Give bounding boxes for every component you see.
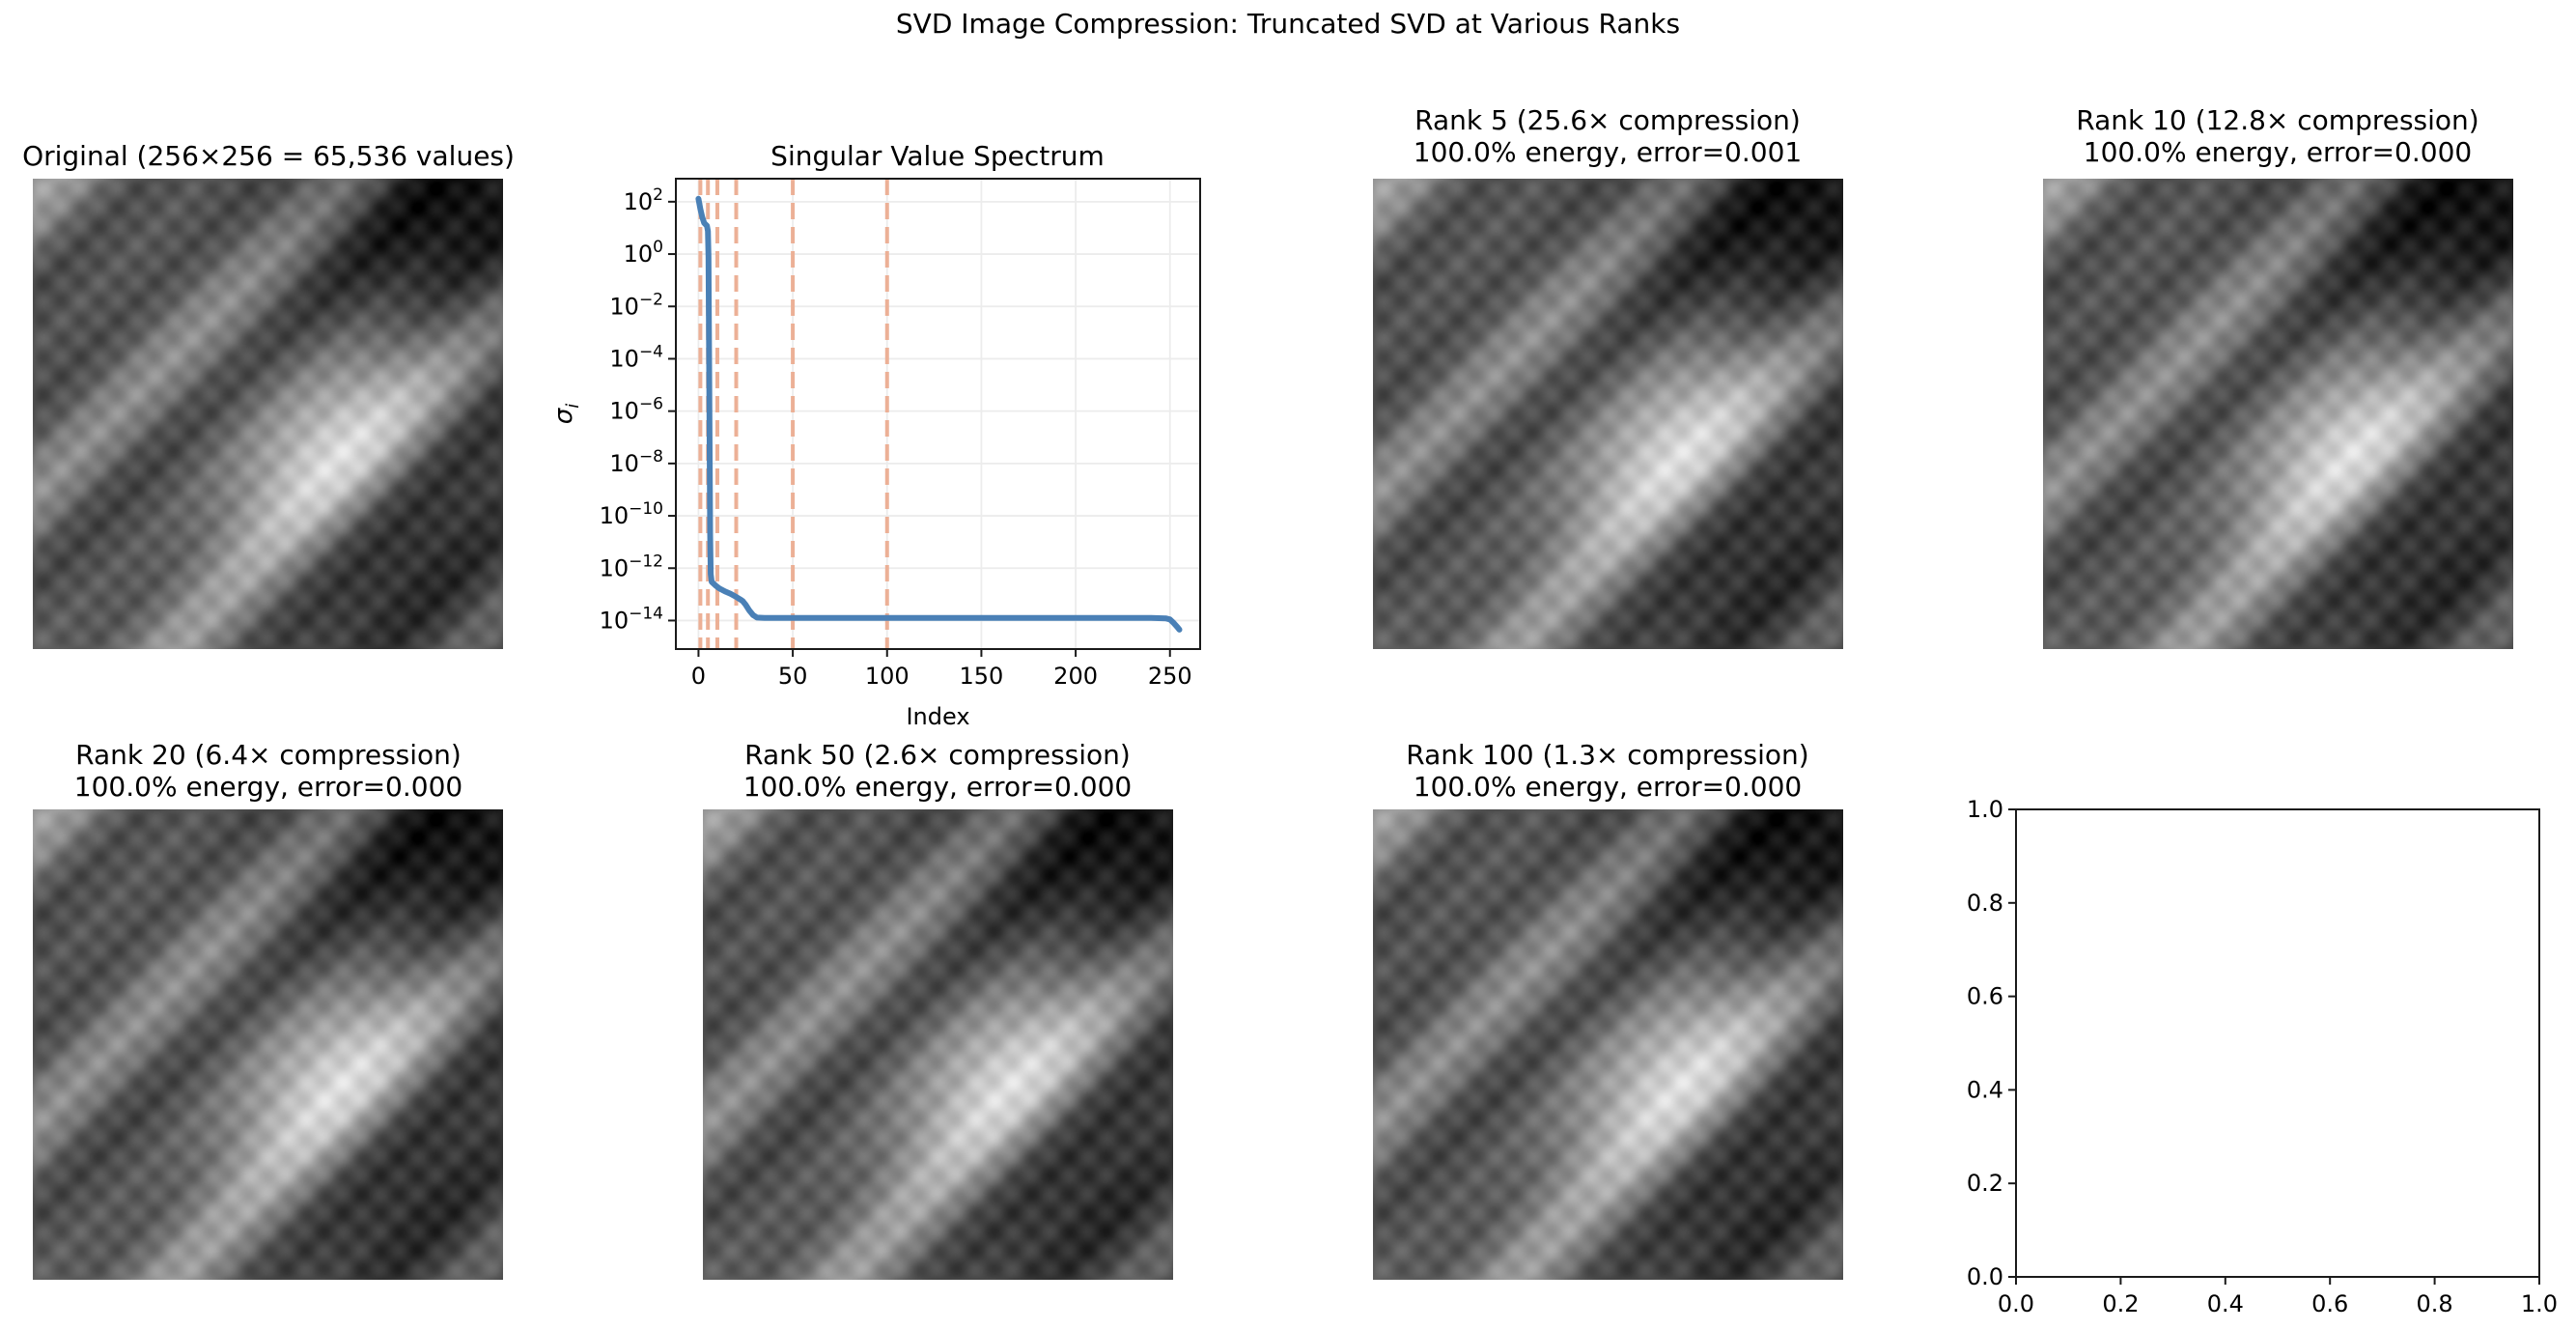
x-tick-label: 250 bbox=[1148, 663, 1192, 690]
rank10-title-line1: Rank 10 (12.8× compression) bbox=[2076, 104, 2479, 136]
y-tick-label: 10−6 bbox=[609, 395, 663, 425]
panel-title-rank5: Rank 5 (25.6× compression) 100.0% energy… bbox=[1342, 104, 1873, 168]
x-tick-label: 0.8 bbox=[2417, 1290, 2453, 1317]
rank100-image-canvas bbox=[1373, 809, 1843, 1280]
y-tick-label: 10−12 bbox=[600, 552, 663, 581]
x-tick-label: 0.4 bbox=[2207, 1290, 2244, 1317]
rank20-title-line1: Rank 20 (6.4× compression) bbox=[75, 739, 462, 771]
y-tick-label: 0.2 bbox=[1967, 1170, 2003, 1197]
rank5-title-line1: Rank 5 (25.6× compression) bbox=[1414, 104, 1801, 136]
figure-suptitle: SVD Image Compression: Truncated SVD at … bbox=[895, 8, 1681, 40]
panel-title-spectrum: Singular Value Spectrum bbox=[770, 140, 1105, 172]
x-tick-label: 0.0 bbox=[1998, 1290, 2034, 1317]
x-tick-label: 0.2 bbox=[2102, 1290, 2139, 1317]
rank20-title-line2: 100.0% energy, error=0.000 bbox=[73, 771, 463, 803]
y-tick-label: 10−2 bbox=[609, 290, 663, 320]
spectrum-plot: 0 50 100 150 200 250 102 100 10−2 10−4 10−6 10−8 10−… bbox=[549, 178, 1201, 730]
x-tick-label: 200 bbox=[1053, 663, 1098, 690]
rank100-title-line2: 100.0% energy, error=0.000 bbox=[1413, 771, 1803, 803]
panel-title-rank100: Rank 100 (1.3× compression) 100.0% energ… bbox=[1342, 739, 1873, 803]
y-tick-label: 102 bbox=[624, 185, 663, 215]
rank5-title-line2: 100.0% energy, error=0.001 bbox=[1413, 136, 1803, 168]
x-tick-label: 0.6 bbox=[2311, 1290, 2348, 1317]
x-tick-label: 150 bbox=[960, 663, 1004, 690]
rank50-title-line2: 100.0% energy, error=0.000 bbox=[742, 771, 1133, 803]
y-tick-label: 10−14 bbox=[600, 604, 663, 634]
original-image-canvas bbox=[33, 179, 503, 649]
rank5-image-canvas bbox=[1373, 179, 1843, 649]
panel-title-original: Original (256×256 = 65,536 values) bbox=[22, 140, 515, 172]
x-axis-label: Index bbox=[906, 703, 969, 730]
rank100-title-line1: Rank 100 (1.3× compression) bbox=[1406, 739, 1809, 771]
panel-title-rank20: Rank 20 (6.4× compression) 100.0% energy… bbox=[3, 739, 534, 803]
y-tick-label: 10−10 bbox=[600, 499, 663, 529]
empty-plot: 0.0 0.2 0.4 0.6 0.8 1.0 0.0 0.2 0.4 0.6 0.8 1.0 bbox=[1967, 796, 2558, 1317]
rank10-image-canvas bbox=[2043, 179, 2513, 649]
y-tick-label: 10−4 bbox=[609, 342, 663, 372]
panel-title-rank10: Rank 10 (12.8× compression) 100.0% energ… bbox=[2012, 104, 2543, 168]
rank10-title-line2: 100.0% energy, error=0.000 bbox=[2083, 136, 2473, 168]
x-tick-label: 0 bbox=[691, 663, 706, 690]
y-tick-label: 1.0 bbox=[1967, 796, 2003, 823]
y-tick-label: 0.6 bbox=[1967, 983, 2003, 1010]
y-tick-label: 0.8 bbox=[1967, 890, 2003, 917]
x-tick-label: 50 bbox=[778, 663, 808, 690]
rank20-image-canvas bbox=[33, 809, 503, 1280]
empty-axes-frame bbox=[2015, 808, 2540, 1278]
y-tick-label: 100 bbox=[624, 238, 663, 268]
singular-value-curve bbox=[695, 195, 1183, 633]
panel-title-rank50: Rank 50 (2.6× compression) 100.0% energy… bbox=[672, 739, 1203, 803]
y-axis-label: σi bbox=[549, 404, 583, 425]
y-tick-label: 0.4 bbox=[1967, 1076, 2003, 1103]
x-tick-label: 1.0 bbox=[2521, 1290, 2558, 1317]
rank50-title-line1: Rank 50 (2.6× compression) bbox=[744, 739, 1131, 771]
y-tick-label: 0.0 bbox=[1967, 1263, 2003, 1290]
x-tick-label: 100 bbox=[865, 663, 910, 690]
spectrum-axes-frame bbox=[675, 178, 1201, 650]
y-tick-label: 10−8 bbox=[609, 447, 663, 477]
rank50-image-canvas bbox=[703, 809, 1173, 1280]
